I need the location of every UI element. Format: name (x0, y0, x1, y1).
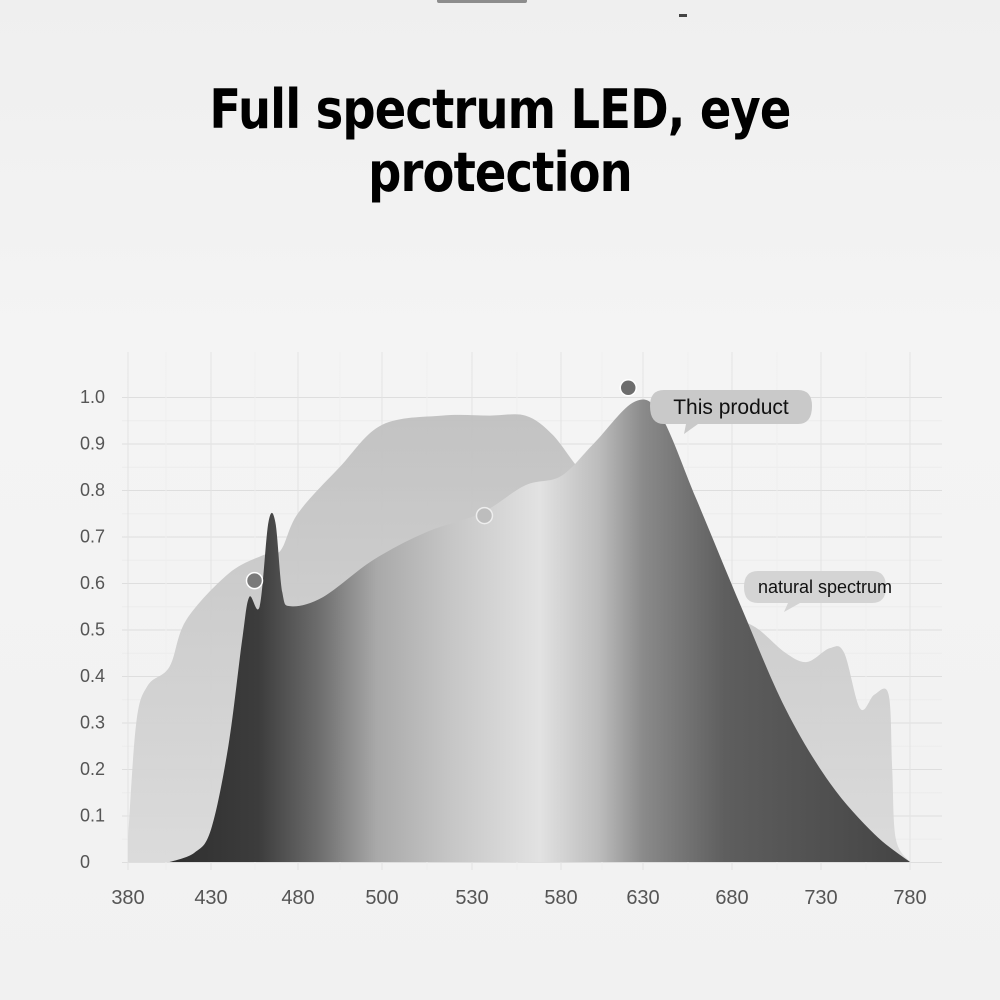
data-marker (475, 506, 494, 525)
x-tick-label: 730 (804, 887, 837, 909)
y-tick-label: 0.4 (80, 666, 105, 686)
y-tick-label: 1.0 (80, 387, 105, 407)
y-tick-label: 0.9 (80, 434, 105, 454)
y-tick-label: 0.8 (80, 480, 105, 500)
page-title: Full spectrum LED, eye protection (209, 78, 791, 204)
data-marker (245, 571, 264, 590)
x-tick-label: 500 (365, 887, 398, 909)
x-tick-label: 580 (544, 887, 577, 909)
x-tick-label: 530 (455, 887, 488, 909)
y-tick-label: 0.2 (80, 759, 105, 779)
bubble-natural-spectrum: natural spectrum (744, 571, 892, 612)
x-tick-label: 380 (111, 887, 144, 909)
y-tick-label: 0 (80, 852, 90, 872)
x-tick-label: 480 (281, 887, 314, 909)
y-axis: 0 0.1 0.2 0.3 0.4 0.5 0.6 0.7 0.8 0.9 1.0 (80, 387, 105, 872)
label-this-product: This product (673, 396, 789, 419)
x-tick-label: 680 (715, 887, 748, 909)
x-tick-label: 780 (893, 887, 926, 909)
y-tick-label: 0.6 (80, 573, 105, 593)
y-tick-label: 0.5 (80, 620, 105, 640)
series-this-product-area (169, 399, 910, 862)
label-natural-spectrum: natural spectrum (758, 577, 892, 597)
bubble-this-product: This product (650, 390, 812, 434)
x-tick-label: 630 (626, 887, 659, 909)
y-tick-label: 0.7 (80, 527, 105, 547)
x-tick-label: 430 (194, 887, 227, 909)
chart-markers (245, 378, 637, 590)
data-marker (619, 378, 637, 397)
top-edge-bar (437, 0, 527, 3)
top-edge-mark (679, 14, 687, 17)
y-tick-label: 0.3 (80, 713, 105, 733)
chart-areas (128, 399, 910, 862)
y-tick-label: 0.1 (80, 806, 105, 826)
x-axis: 380 430 480 500 530 580 630 680 730 780 (111, 887, 926, 909)
